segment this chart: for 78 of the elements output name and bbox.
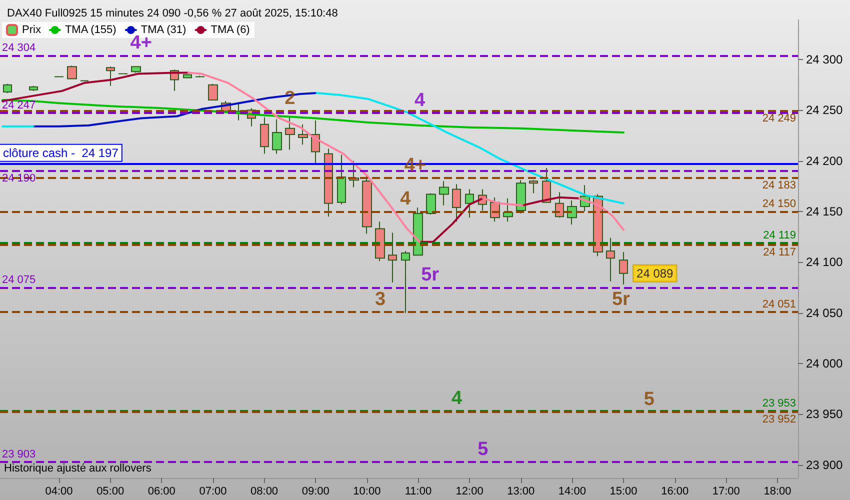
x-tick-label: 05:00 [96,486,124,498]
x-tick-label: 06:00 [148,486,176,498]
x-tick-label: 12:00 [456,486,484,498]
candlestick [503,198,513,222]
candlestick [439,180,449,206]
annotation: 4 [414,90,426,112]
ref-line-label: 24 247 [2,100,36,112]
annotation: 5 [478,438,489,460]
candlestick [337,154,346,205]
annotation: Historique ajusté aux rollovers [4,462,152,474]
ref-line-label: 24 150 [762,198,796,210]
ref-line-label: 24 117 [763,246,796,258]
y-tick-label: 23 900 [806,458,844,472]
legend-label: TMA (6) [210,24,250,36]
legend-label: TMA (155) [64,24,116,36]
annotation: 5 [644,389,655,410]
x-tick-label: 08:00 [250,486,278,498]
x-tick-label: 17:00 [712,486,740,498]
annotation: 5r [612,288,631,310]
y-tick-label: 23 950 [806,407,844,422]
y-tick-label: 24 100 [806,255,844,270]
x-tick-label: 14:00 [558,486,586,498]
candlestick [67,65,77,80]
ref-line-label: 24 304 [2,42,36,54]
x-tick-label: 09:00 [302,486,330,498]
chart-title: DAX40 Full0925 15 minutes 24 090 -0,56 % 27 août 2025, 15:10:48 [7,8,338,20]
candlestick [208,83,218,101]
candlestick [555,192,564,218]
annotation: 24 089 [636,266,674,280]
x-tick-label: 15:00 [610,486,638,498]
candlestick [285,116,295,150]
y-tick-label: 24 200 [806,154,844,168]
y-tick-label: 24 300 [806,52,844,67]
y-tick-label: 24 000 [806,356,844,370]
candlestick [452,184,461,222]
candlestick [401,250,410,314]
candlestick [465,188,474,218]
annotation: 4 [400,188,412,210]
x-tick-label: 13:00 [507,486,535,498]
annotation: 3 [374,288,386,310]
candlestick [516,180,526,214]
candlestick [426,192,436,216]
ref-line-label: clôture cash - 24 197 [3,146,119,160]
candlestick [3,83,12,94]
legend-label: Prix [22,24,42,36]
ref-line-label: 23 903 [2,448,36,460]
ref-line-label: 24 075 [2,274,36,286]
y-tick-label: 24 150 [806,204,844,219]
candlestick [106,66,115,86]
ref-line-label: 24 249 [762,112,796,125]
candlestick [29,85,38,92]
x-tick-label: 04:00 [45,486,73,498]
x-tick-label: 10:00 [353,486,381,498]
candlestick [183,74,192,78]
candlestick [542,167,551,203]
candlestick [619,252,628,285]
y-tick-label: 24 050 [806,306,844,320]
x-tick-label: 11:00 [404,486,432,498]
annotation: 4 [451,388,462,410]
candlestick [272,118,282,154]
candlestick [298,124,308,146]
candlestick [529,180,538,194]
ref-line-label: 23 953 [762,398,796,410]
candlestick [362,174,372,234]
candlestick [375,221,385,262]
ref-line-label: 24 183 [762,180,796,192]
ref-line-label: 23 952 [762,414,796,426]
candlestick [388,232,397,283]
ref-line-label: 24 051 [762,298,796,310]
candlestick [260,116,269,154]
annotation: 5r [421,264,440,286]
x-tick-label: 18:00 [764,486,792,498]
x-tick-label: 16:00 [661,486,689,498]
candlestick [131,66,141,74]
candlestick [606,237,615,282]
x-tick-label: 07:00 [199,486,227,498]
y-tick-label: 24 250 [806,103,844,118]
ref-line-label: 24 119 [763,229,796,242]
